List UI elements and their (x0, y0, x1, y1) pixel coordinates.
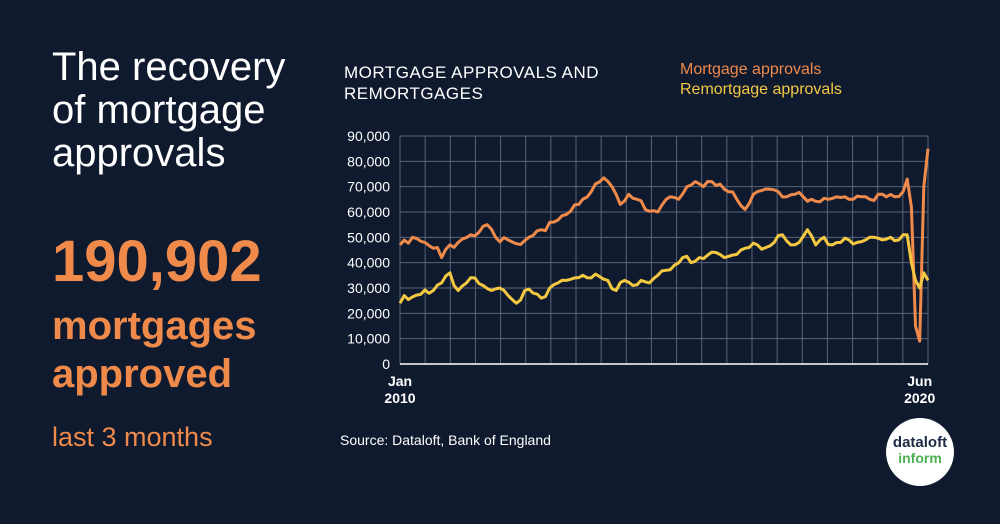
y-tick-label: 80,000 (347, 153, 390, 169)
stat-label: mortgages approved (52, 304, 257, 396)
x-tick-label: 2010 (384, 390, 415, 406)
x-tick-label: Jun (907, 373, 932, 389)
y-tick-label: 20,000 (347, 305, 390, 321)
source-note: Source: Dataloft, Bank of England (340, 432, 551, 448)
y-tick-label: 10,000 (347, 331, 390, 347)
x-tick-label: Jan (388, 373, 412, 389)
legend-remortgage: Remortgage approvals (680, 81, 842, 98)
dataloft-logo: dataloft inform (886, 418, 954, 486)
headline: The recovery of mortgage approvals (52, 45, 286, 175)
y-tick-label: 30,000 (347, 280, 390, 296)
chart-grid (399, 135, 929, 365)
y-tick-label: 70,000 (347, 179, 390, 195)
stat-period: last 3 months (52, 422, 213, 452)
chart-legend: Mortgage approvals Remortgage approvals (680, 60, 842, 100)
y-tick-label: 0 (382, 356, 390, 372)
x-tick-label: 2020 (904, 390, 935, 406)
logo-text-top: dataloft (892, 434, 948, 451)
chart-title: MORTGAGE APPROVALS AND REMORTGAGES (344, 63, 600, 103)
y-axis: 0 10,000 20,000 30,000 40,000 50,000 60,000 70,… (347, 128, 390, 372)
y-tick-label: 60,000 (347, 204, 390, 220)
chart-lines (398, 148, 930, 343)
legend-mortgage: Mortgage approvals (680, 61, 822, 78)
y-tick-label: 40,000 (347, 255, 390, 271)
series-line-mortgage (398, 148, 930, 343)
series-line-remortgage (398, 228, 930, 305)
y-tick-label: 50,000 (347, 229, 390, 245)
y-tick-label: 90,000 (347, 128, 390, 144)
stat-value: 190,902 (52, 229, 262, 294)
logo-text-bottom: inform (898, 450, 942, 466)
